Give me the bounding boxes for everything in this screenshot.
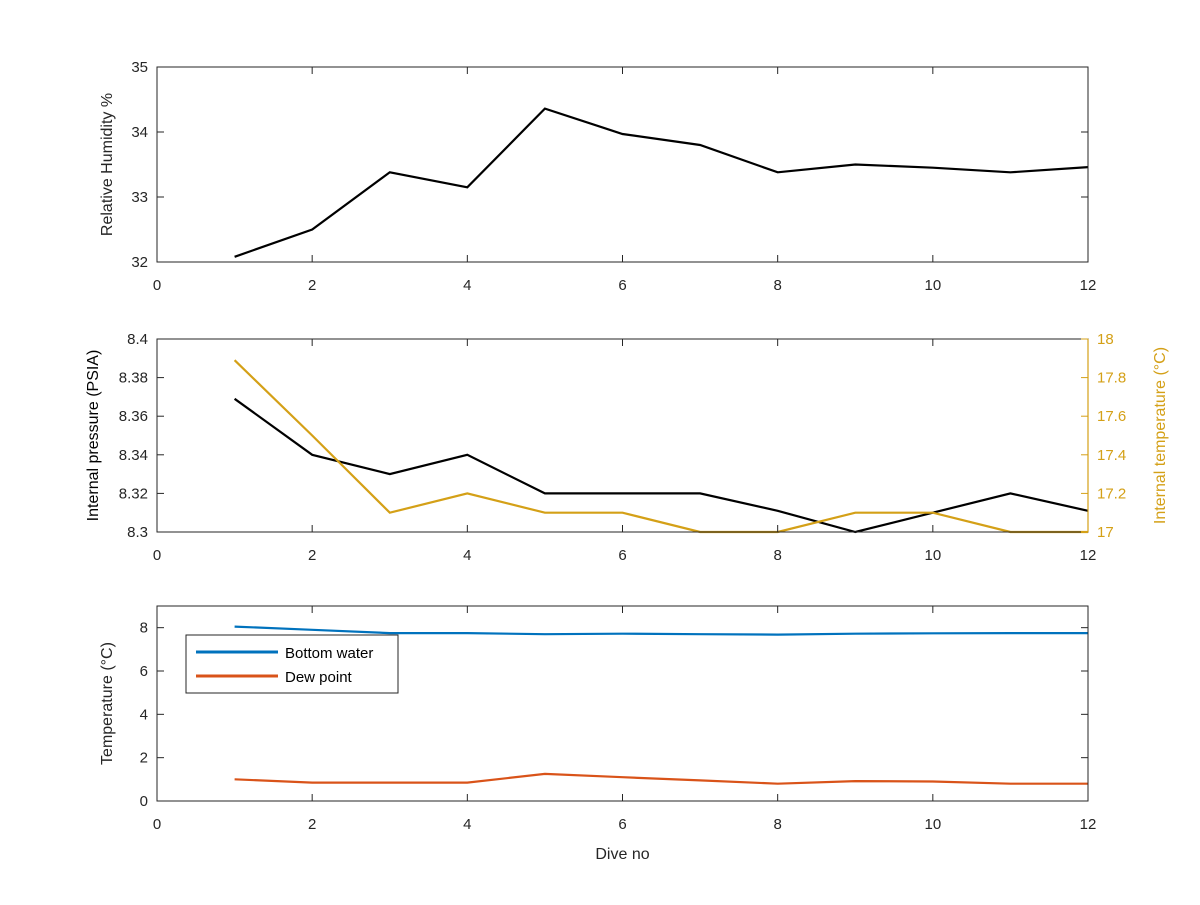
chart-panel-3: 0 2 4 6 8 10 12 0 2 4 6 8 Temperature (°C) Dive no Bot… xyxy=(99,605,1097,863)
y-tick-label: 8.32 xyxy=(119,485,148,502)
y-right-tick-label: 17.8 xyxy=(1097,370,1126,387)
axes-box xyxy=(156,338,1089,533)
series-line-1-1 xyxy=(234,107,1089,258)
series-line-3-1 xyxy=(234,625,1088,636)
chart-panel-2: 0 2 4 6 8 10 12 8.3 8.32 8.34 8.36 8.38 8.4 17 17.2 17.… xyxy=(85,331,1169,564)
y-axis-label: Temperature (°C) xyxy=(99,642,116,765)
x-tick-label: 6 xyxy=(618,816,626,833)
x-tick-label: 0 xyxy=(153,816,161,833)
y-tick-label: 34 xyxy=(131,124,148,141)
y-right-tick-label: 18 xyxy=(1097,331,1114,348)
y-axis-label: Internal pressure (PSIA) xyxy=(85,350,102,522)
x-tick-label: 4 xyxy=(463,547,471,564)
x-tick-label: 8 xyxy=(773,816,781,833)
y-tick-label: 8.3 xyxy=(127,524,148,541)
x-tick-label: 0 xyxy=(153,277,161,294)
x-tick-label: 0 xyxy=(153,547,161,564)
x-tick-label: 2 xyxy=(308,277,316,294)
y-right-axis-label: Internal temperature (°C) xyxy=(1152,347,1169,524)
y-tick-label: 8.4 xyxy=(127,331,148,348)
y-axis-label: Relative Humidity % xyxy=(99,93,116,236)
x-tick-label: 12 xyxy=(1080,816,1097,833)
y-tick-label: 6 xyxy=(140,663,148,680)
y-tick-label: 8.34 xyxy=(119,447,148,464)
y-right-tick-label: 17.4 xyxy=(1097,447,1126,464)
y-right-tick-label: 17.6 xyxy=(1097,408,1126,425)
x-tick-label: 10 xyxy=(924,277,941,294)
y-tick-label: 8.36 xyxy=(119,408,148,425)
series-line-2-1 xyxy=(233,397,1089,534)
legend-entry: Bottom water xyxy=(285,645,373,662)
y-right-tick-label: 17.2 xyxy=(1097,485,1126,502)
legend: Bottom water Dew point xyxy=(185,634,399,694)
y-tick-label: 0 xyxy=(140,793,148,810)
x-tick-label: 8 xyxy=(773,547,781,564)
x-tick-label: 4 xyxy=(463,277,471,294)
y-tick-label: 33 xyxy=(131,189,148,206)
series-line-3-2 xyxy=(234,772,1088,785)
axes-box xyxy=(156,66,1089,263)
y-tick-label: 32 xyxy=(131,254,148,271)
x-tick-label: 10 xyxy=(924,816,941,833)
x-tick-label: 2 xyxy=(308,816,316,833)
x-axis-label: Dive no xyxy=(595,846,649,863)
x-tick-label: 6 xyxy=(618,547,626,564)
y-tick-label: 8.38 xyxy=(119,370,148,387)
chart-panel-1: 0 2 4 6 8 10 12 32 33 34 35 Relative Humidity % xyxy=(99,59,1096,294)
x-tick-label: 8 xyxy=(773,277,781,294)
y-tick-label: 2 xyxy=(140,750,148,767)
x-tick-label: 10 xyxy=(924,547,941,564)
legend-entry: Dew point xyxy=(285,669,353,686)
y-tick-label: 8 xyxy=(140,620,148,637)
y-tick-label: 35 xyxy=(131,59,148,76)
x-tick-label: 2 xyxy=(308,547,316,564)
x-tick-label: 6 xyxy=(618,277,626,294)
y-tick-label: 4 xyxy=(140,706,148,723)
legend-box xyxy=(185,634,399,694)
x-tick-label: 12 xyxy=(1080,277,1097,294)
series-line-2-2 xyxy=(233,359,1088,534)
y-right-tick-label: 17 xyxy=(1097,524,1114,541)
x-tick-label: 4 xyxy=(463,816,471,833)
x-tick-label: 12 xyxy=(1080,547,1097,564)
